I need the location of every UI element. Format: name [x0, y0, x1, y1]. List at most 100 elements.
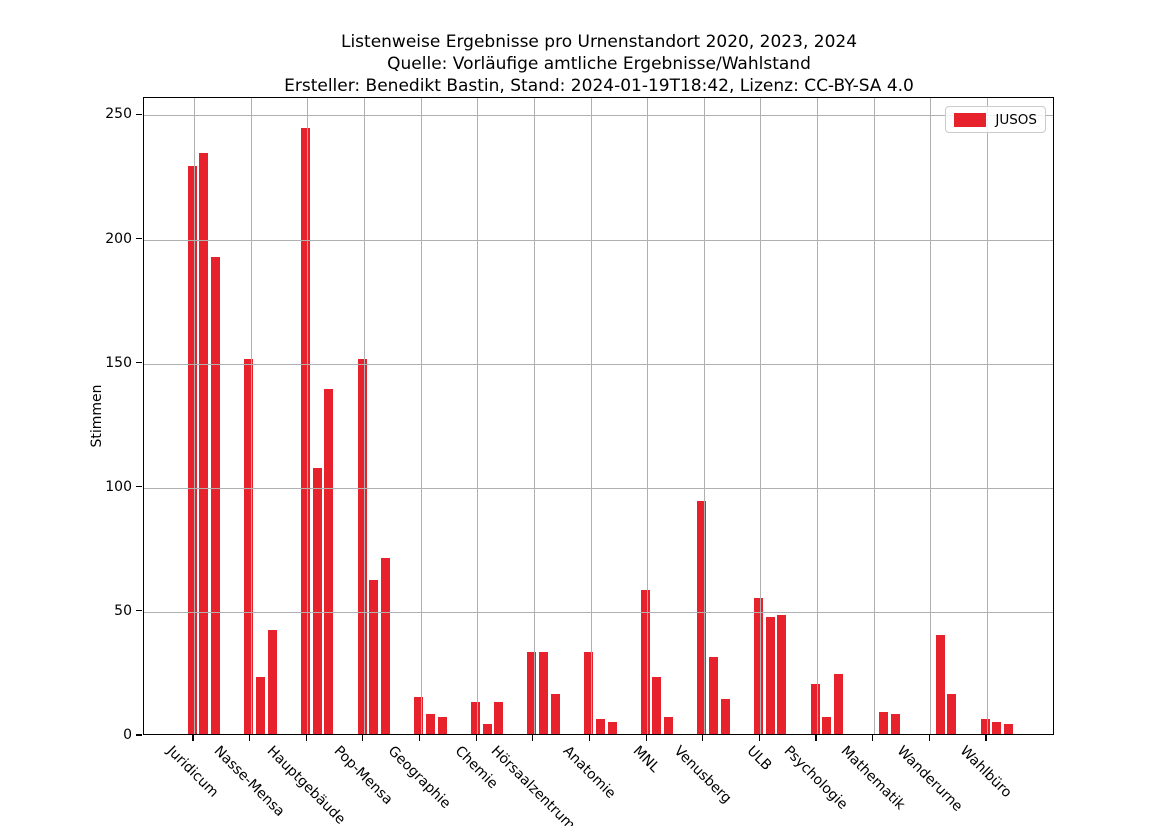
chart-subtitle: Quelle: Vorläufige amtliche Ergebnisse/W… — [387, 54, 811, 74]
bar-h-rsaalzentrum-2023 — [539, 652, 549, 734]
bar-ulb-2023 — [765, 617, 775, 734]
gridline-horizontal — [144, 363, 1053, 365]
x-tick-mark — [588, 735, 591, 741]
gridline-vertical — [363, 98, 365, 734]
bar-nasse-mensa-2024 — [267, 629, 277, 734]
x-tick-label-anatomie: Anatomie — [560, 743, 619, 802]
y-tick-label: 250 — [105, 106, 132, 123]
bar-pop-mensa-2020 — [357, 359, 367, 734]
y-tick-label: 50 — [114, 602, 132, 619]
x-tick-mark — [928, 735, 930, 741]
bar-geographie-2020 — [414, 696, 424, 734]
bar-juridicum-2020 — [187, 165, 197, 734]
x-tick-label-geographie: Geographie — [384, 743, 454, 812]
bar-anatomie-2020 — [584, 652, 594, 734]
x-tick-label-mnl: MNL — [629, 743, 663, 776]
bar-geographie-2023 — [425, 714, 435, 734]
bar-juridicum-2023 — [199, 153, 209, 734]
x-tick-mark — [475, 735, 477, 741]
bar-venusberg-2023 — [709, 657, 719, 734]
gridline-vertical — [647, 98, 649, 734]
y-tick-label: 100 — [105, 478, 132, 495]
gridline-vertical — [817, 98, 818, 734]
bar-h-rsaalzentrum-2020 — [527, 652, 537, 734]
bar-psychologie-2023 — [822, 716, 832, 734]
gridline-vertical — [760, 98, 762, 734]
y-tick-mark — [136, 610, 142, 612]
x-tick-label-ulb: ULB — [743, 743, 775, 774]
bar-pop-mensa-2024 — [380, 557, 390, 734]
bar-hauptgeb-ude-2023 — [312, 468, 322, 734]
x-tick-mark — [702, 735, 704, 741]
bar-wanderurne-2023 — [935, 634, 945, 734]
x-tick-mark — [872, 735, 874, 741]
y-axis-label: Stimmen — [89, 384, 105, 448]
chart-title-block: Listenweise Ergebnisse pro Urnenstandort… — [129, 31, 1069, 97]
x-tick-mark — [815, 735, 817, 741]
chart-title: Listenweise Ergebnisse pro Urnenstandort… — [340, 32, 858, 52]
bar-wahlb-ro-2024 — [1004, 724, 1013, 734]
gridline-horizontal — [144, 239, 1053, 241]
bar-mathematik-2023 — [879, 711, 888, 734]
y-tick-mark — [136, 237, 142, 240]
x-tick-label-venusberg: Venusberg — [670, 743, 735, 807]
x-tick-label-wahlb-ro: Wahlbüro — [956, 743, 1016, 802]
bar-anatomie-2023 — [595, 719, 605, 734]
x-tick-mark — [192, 735, 194, 741]
x-tick-mark — [305, 735, 307, 741]
gridline-vertical — [533, 98, 535, 734]
y-tick-mark — [136, 734, 142, 736]
gridline-horizontal — [144, 115, 1053, 117]
bar-wanderurne-2024 — [947, 694, 957, 734]
x-tick-mark — [985, 735, 987, 741]
bar-hauptgeb-ude-2024 — [324, 388, 334, 734]
x-tick-mark — [362, 735, 364, 741]
y-tick-mark — [136, 486, 142, 488]
bar-wahlb-ro-2020 — [980, 719, 990, 734]
gridline-vertical — [250, 98, 252, 734]
bar-mathematik-2024 — [890, 714, 900, 734]
legend: JUSOS — [945, 106, 1046, 133]
bar-h-rsaalzentrum-2024 — [550, 694, 560, 734]
bar-nasse-mensa-2023 — [255, 676, 265, 734]
y-tick-label: 200 — [105, 230, 132, 247]
gridline-vertical — [194, 98, 195, 734]
y-tick-label: 150 — [105, 354, 132, 371]
bar-chemie-2024 — [494, 701, 504, 734]
gridline-vertical — [930, 98, 932, 734]
gridline-vertical — [477, 98, 479, 734]
bar-geographie-2024 — [437, 716, 447, 734]
legend-label: JUSOS — [995, 111, 1037, 128]
bar-pop-mensa-2023 — [369, 580, 379, 734]
bar-venusberg-2020 — [697, 500, 707, 734]
gridline-vertical — [590, 98, 592, 734]
bar-anatomie-2024 — [607, 721, 617, 734]
gridline-vertical — [987, 98, 988, 734]
bar-chemie-2020 — [470, 701, 480, 734]
x-tick-mark — [645, 735, 647, 741]
x-tick-mark — [532, 735, 534, 741]
bar-mnl-2023 — [652, 676, 662, 734]
bar-mnl-2024 — [664, 716, 674, 734]
x-tick-mark — [419, 735, 421, 741]
gridline-vertical — [703, 98, 705, 734]
x-tick-mark — [249, 735, 251, 741]
gridline-horizontal — [144, 487, 1053, 489]
bar-psychologie-2024 — [834, 674, 843, 734]
y-tick-label: 0 — [123, 727, 132, 743]
legend-swatch — [954, 112, 987, 127]
bar-chemie-2023 — [482, 724, 492, 734]
gridline-vertical — [873, 98, 875, 734]
gridline-vertical — [307, 98, 309, 734]
bar-mnl-2020 — [640, 590, 650, 734]
y-tick-mark — [136, 362, 142, 364]
bar-psychologie-2020 — [810, 684, 820, 734]
chart-credit: Ersteller: Benedikt Bastin, Stand: 2024-… — [284, 76, 914, 96]
bar-venusberg-2024 — [720, 699, 730, 734]
bar-juridicum-2024 — [211, 257, 220, 734]
bar-nasse-mensa-2020 — [244, 359, 254, 734]
gridline-vertical — [420, 98, 422, 734]
x-tick-mark — [758, 735, 760, 741]
y-tick-mark — [136, 113, 142, 115]
